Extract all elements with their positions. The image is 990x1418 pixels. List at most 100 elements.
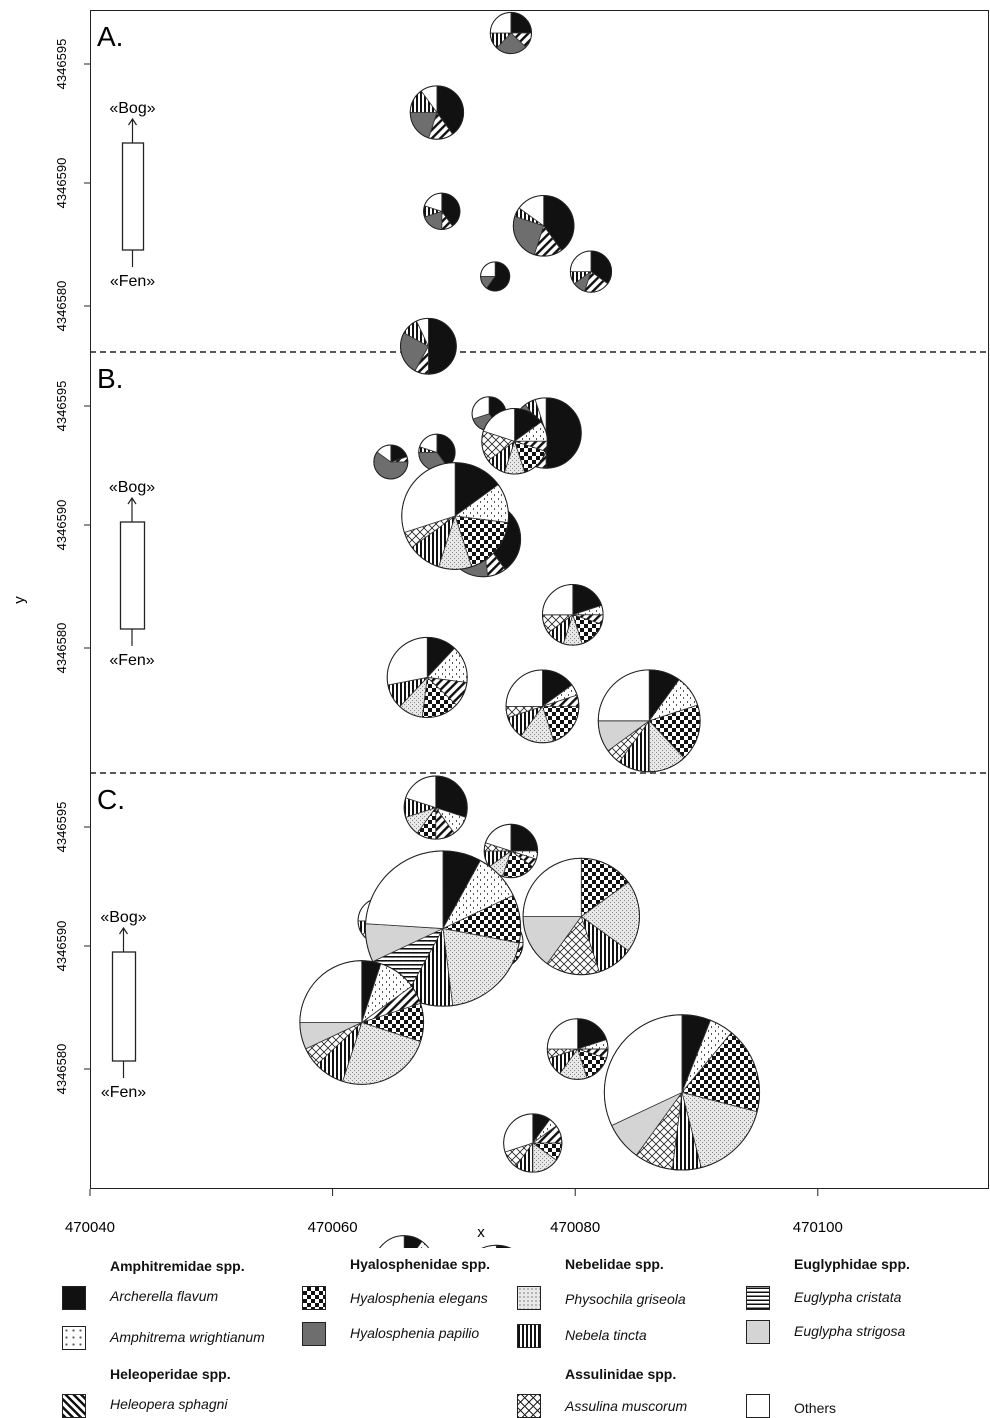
pie-chart xyxy=(364,850,522,1007)
legend: Amphitremidae spp. Archerella flavum Amp… xyxy=(0,1248,990,1418)
legend-group-amphitremidae: Amphitremidae spp. xyxy=(110,1258,245,1274)
pie-chart xyxy=(480,261,511,292)
swatch-archerella-flavum xyxy=(62,1286,86,1310)
y-tick-label: 4346580 xyxy=(54,623,69,674)
y-tick-label: 4346590 xyxy=(54,158,69,209)
pie-chart xyxy=(512,194,575,257)
bog-label: «Bog» xyxy=(100,909,146,926)
swatch-physochila-griseola xyxy=(517,1286,541,1310)
pie-chart xyxy=(569,250,613,293)
pie-chart xyxy=(379,1235,430,1248)
pie-slice-others xyxy=(365,850,444,929)
pie-outline xyxy=(481,408,548,475)
swatch-others xyxy=(746,1394,770,1418)
y-tick-label: 4346580 xyxy=(54,1044,69,1095)
pie-chart xyxy=(373,444,409,480)
panel-2: B. «Bog» «Fen» xyxy=(97,363,701,970)
pie-outline xyxy=(522,857,640,976)
swatch-amphitrema-wrightianum xyxy=(62,1326,86,1350)
arrow-head-icon xyxy=(128,117,137,126)
fen-label: «Fen» xyxy=(109,652,154,669)
gradient-bar xyxy=(119,521,146,630)
legend-item-nebela-tincta: Nebela tincta xyxy=(565,1327,647,1343)
pie-slice-others xyxy=(386,637,428,686)
panel-label: B. xyxy=(97,363,123,394)
swatch-hyalosphenia-papilio xyxy=(302,1322,326,1346)
legend-item-amphitrema-wrightianum: Amphitrema wrightianum xyxy=(110,1329,265,1345)
swatch-assulina-muscorum xyxy=(517,1394,541,1418)
pie-slice-others xyxy=(379,1235,405,1248)
pie-slice-archerella-flavum xyxy=(428,318,457,375)
arrow-head-icon xyxy=(119,926,128,935)
y-tick-label: 4346580 xyxy=(54,281,69,332)
pie-outline xyxy=(403,775,468,840)
panels-layer: A. «Bog» «Fen» B. «Bog» «Fen» C. «Bog» «Fen» xyxy=(97,11,761,1248)
gradient-bar xyxy=(111,951,137,1062)
legend-item-hyalosphenia-elegans: Hyalosphenia elegans xyxy=(350,1290,488,1306)
pie-outline xyxy=(364,850,522,1007)
pie-outline xyxy=(512,194,575,257)
legend-item-euglypha-strigosa: Euglypha strigosa xyxy=(794,1323,906,1339)
pie-chart xyxy=(546,1018,609,1080)
pie-outline xyxy=(423,192,461,231)
pie-outline xyxy=(569,250,613,293)
pie-slice-others xyxy=(597,669,650,722)
pie-slice-others xyxy=(299,960,363,1023)
pie-outline xyxy=(379,1235,430,1248)
pie-outline xyxy=(597,669,701,773)
pie-chart xyxy=(403,775,468,840)
pie-chart xyxy=(541,583,604,646)
pie-chart xyxy=(409,85,465,140)
pie-chart xyxy=(489,11,533,55)
legend-item-physochila-griseola: Physochila griseola xyxy=(565,1291,686,1307)
pie-outline xyxy=(401,462,509,570)
pie-outline xyxy=(481,1244,512,1248)
legend-group-heleoperidae: Heleoperidae spp. xyxy=(110,1366,231,1382)
x-tick-label: 470040 xyxy=(65,1219,115,1236)
pie-chart xyxy=(503,1113,563,1173)
pie-outline xyxy=(299,960,425,1085)
legend-group-nebelidae: Nebelidae spp. xyxy=(565,1256,664,1272)
swatch-heleopera-sphagni xyxy=(62,1394,86,1418)
arrow-head-icon xyxy=(127,496,137,505)
pie-chart xyxy=(386,636,468,718)
y-tick-label: 4346590 xyxy=(54,921,69,972)
swatch-nebela-tincta xyxy=(517,1324,541,1348)
pie-outline xyxy=(541,583,604,646)
pie-outline xyxy=(483,823,539,879)
pie-outline xyxy=(480,261,511,292)
pie-chart xyxy=(597,669,701,773)
swatch-euglypha-cristata xyxy=(746,1286,770,1310)
x-tick-label: 470100 xyxy=(793,1219,843,1236)
pie-outline xyxy=(409,85,465,140)
y-tick-label: 4346590 xyxy=(54,500,69,551)
y-tick-label: 4346595 xyxy=(54,381,69,432)
legend-group-hyalosphenidae: Hyalosphenidae spp. xyxy=(350,1256,491,1272)
panel-1: A. «Bog» «Fen» xyxy=(97,11,613,578)
legend-item-archerella-flavum: Archerella flavum xyxy=(110,1288,219,1304)
panel-label: A. xyxy=(97,21,123,52)
plot-frame xyxy=(90,10,989,1189)
pie-chart xyxy=(522,857,640,976)
legend-group-assulinidae: Assulinidae spp. xyxy=(565,1366,677,1382)
pie-outline xyxy=(386,636,468,718)
legend-item-heleopera-sphagni: Heleopera sphagni xyxy=(110,1396,228,1412)
x-axis-label: x xyxy=(477,1224,485,1241)
bog-label: «Bog» xyxy=(109,479,155,496)
y-tick-label: 4346595 xyxy=(54,802,69,853)
panel-label: C. xyxy=(97,784,125,815)
axes-layer: 4346595 4346590 4346580 4346595 4346590 43465… xyxy=(54,39,843,1236)
pie-outline xyxy=(373,444,409,480)
swatch-euglypha-strigosa xyxy=(746,1320,770,1344)
swatch-hyalosphenia-elegans xyxy=(302,1286,326,1310)
legend-item-assulina-muscorum: Assulina muscorum xyxy=(565,1398,688,1414)
pie-map-figure: A. «Bog» «Fen» B. «Bog» «Fen» C. «Bog» «Fen» 434… xyxy=(11,10,989,1248)
pie-chart xyxy=(505,669,580,744)
pie-chart xyxy=(299,960,425,1085)
pie-chart xyxy=(481,408,548,475)
pie-chart xyxy=(603,1014,761,1171)
pie-outline xyxy=(400,317,457,375)
pie-slice-archerella-flavum xyxy=(545,397,582,469)
x-tick-label: 470060 xyxy=(308,1219,358,1236)
pie-chart xyxy=(400,317,457,375)
